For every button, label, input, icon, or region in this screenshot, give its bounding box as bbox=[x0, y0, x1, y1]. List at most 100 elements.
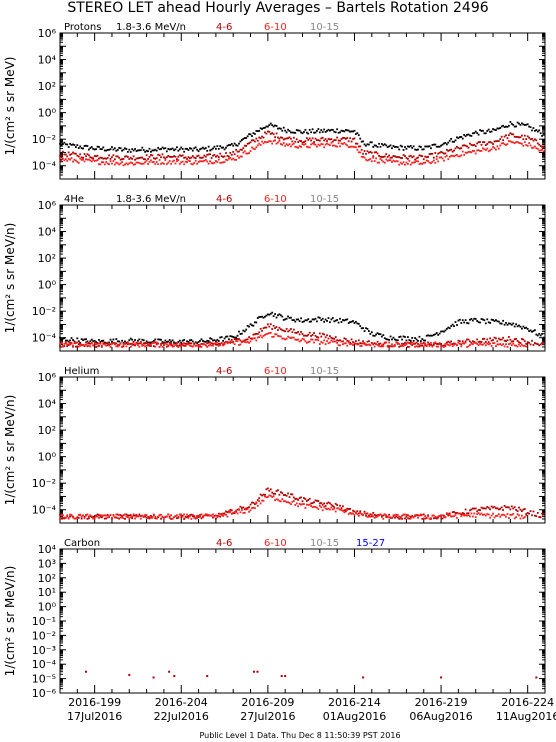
data-point bbox=[304, 498, 307, 500]
data-point bbox=[541, 342, 544, 345]
data-point bbox=[480, 512, 483, 515]
data-point bbox=[264, 334, 266, 336]
data-point bbox=[173, 342, 175, 345]
data-point bbox=[360, 513, 363, 515]
y-tick-label: 10⁴ bbox=[38, 54, 57, 67]
data-point bbox=[535, 139, 538, 142]
data-point bbox=[271, 124, 274, 127]
data-point bbox=[154, 148, 157, 151]
data-point bbox=[463, 321, 466, 324]
data-point bbox=[87, 342, 90, 345]
data-point bbox=[219, 161, 222, 164]
data-point bbox=[395, 160, 398, 163]
data-point bbox=[132, 149, 135, 152]
data-point bbox=[170, 514, 173, 517]
data-point bbox=[327, 507, 330, 510]
data-point bbox=[128, 517, 131, 520]
data-point bbox=[362, 514, 365, 517]
data-point bbox=[428, 161, 431, 164]
data-point bbox=[155, 149, 158, 152]
data-point bbox=[80, 147, 83, 150]
data-point bbox=[435, 517, 438, 520]
data-point bbox=[523, 508, 526, 510]
data-point bbox=[303, 320, 305, 323]
data-point bbox=[194, 516, 197, 519]
data-point bbox=[186, 161, 188, 164]
data-point bbox=[339, 344, 341, 347]
data-point bbox=[506, 513, 509, 515]
y-tick-label: 10⁰ bbox=[38, 451, 57, 464]
data-point bbox=[326, 340, 328, 342]
data-point bbox=[233, 153, 236, 156]
data-point bbox=[363, 150, 366, 152]
data-point bbox=[525, 138, 528, 141]
data-point bbox=[331, 337, 334, 340]
legend-entry: 15-27 bbox=[356, 538, 385, 549]
data-point bbox=[102, 341, 105, 344]
data-point bbox=[137, 149, 139, 152]
data-point bbox=[141, 156, 144, 159]
data-point bbox=[453, 140, 455, 143]
data-point bbox=[96, 342, 99, 345]
data-point bbox=[70, 337, 73, 339]
data-point bbox=[290, 137, 292, 140]
data-point bbox=[124, 517, 126, 520]
data-point bbox=[506, 323, 509, 326]
data-point bbox=[533, 329, 536, 332]
data-point bbox=[467, 514, 470, 517]
data-point bbox=[93, 148, 96, 151]
data-point bbox=[226, 155, 229, 157]
data-point bbox=[484, 507, 487, 510]
data-point bbox=[500, 506, 503, 509]
data-point bbox=[86, 517, 89, 520]
data-point bbox=[151, 154, 154, 157]
data-point bbox=[217, 156, 220, 159]
data-point bbox=[327, 143, 330, 146]
data-point bbox=[105, 514, 108, 517]
data-point bbox=[83, 338, 86, 341]
data-point bbox=[82, 514, 84, 517]
data-point bbox=[350, 342, 353, 345]
data-point bbox=[126, 343, 129, 346]
data-point bbox=[242, 506, 245, 509]
data-point bbox=[303, 141, 305, 144]
data-point bbox=[245, 508, 248, 511]
data-point bbox=[463, 512, 466, 515]
data-point bbox=[460, 515, 463, 518]
data-point bbox=[388, 338, 391, 341]
data-point bbox=[103, 163, 106, 166]
data-point bbox=[196, 515, 199, 517]
data-point bbox=[125, 162, 128, 165]
data-point bbox=[509, 338, 512, 341]
data-point bbox=[95, 346, 97, 348]
data-point bbox=[220, 512, 223, 515]
data-point bbox=[447, 141, 450, 144]
data-point bbox=[272, 492, 275, 495]
data-point bbox=[369, 513, 372, 516]
data-point bbox=[95, 148, 97, 151]
data-point bbox=[214, 517, 217, 520]
data-point bbox=[118, 156, 121, 159]
data-point bbox=[106, 514, 109, 516]
data-point bbox=[447, 512, 450, 515]
data-point bbox=[131, 157, 134, 160]
data-point bbox=[235, 510, 238, 513]
data-point bbox=[508, 336, 510, 338]
data-point bbox=[350, 320, 353, 323]
data-point bbox=[291, 493, 294, 496]
data-point bbox=[122, 517, 125, 520]
data-point bbox=[532, 344, 535, 346]
data-point bbox=[435, 145, 438, 148]
data-point bbox=[308, 497, 311, 500]
data-point bbox=[59, 343, 61, 345]
data-point bbox=[357, 134, 360, 137]
data-point bbox=[272, 133, 275, 136]
data-point bbox=[419, 340, 422, 342]
data-point bbox=[336, 504, 339, 506]
data-point bbox=[531, 514, 533, 517]
data-point bbox=[129, 161, 132, 164]
data-point bbox=[180, 161, 183, 164]
data-point bbox=[204, 147, 207, 149]
data-point bbox=[324, 343, 327, 346]
data-point bbox=[248, 325, 250, 328]
